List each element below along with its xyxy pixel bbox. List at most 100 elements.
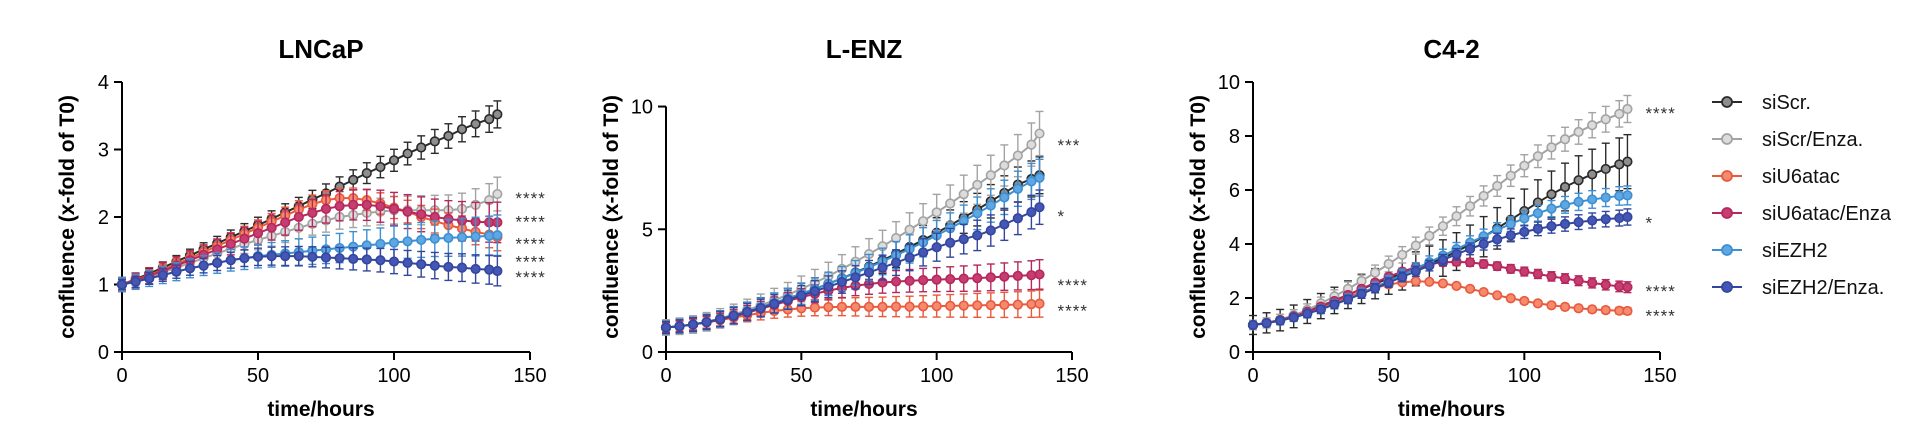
data-point [958, 273, 969, 284]
chart-title: C4-2 [1423, 34, 1479, 64]
data-point [429, 260, 440, 271]
data-point [1302, 308, 1313, 319]
data-point [1012, 213, 1023, 224]
data-point [1012, 270, 1023, 282]
data-point [1532, 298, 1543, 309]
y-tick-label: 6 [1229, 180, 1240, 202]
legend-label: siU6atac [1762, 166, 1840, 188]
data-point [334, 253, 345, 264]
data-point [945, 300, 956, 311]
legend-label: siEZH2 [1762, 240, 1828, 262]
data-point [307, 251, 318, 262]
data-point [850, 301, 861, 312]
data-point [280, 251, 291, 262]
significance-label: *** [1058, 136, 1081, 155]
data-point [985, 170, 996, 181]
data-point [931, 274, 942, 285]
data-point [1532, 151, 1543, 162]
data-point [972, 273, 983, 284]
data-point [1505, 218, 1516, 230]
data-point [1573, 126, 1584, 138]
data-point [1410, 240, 1421, 251]
data-point [1034, 128, 1045, 139]
data-point [1505, 293, 1516, 304]
data-point [361, 199, 372, 210]
chart-title: LNCaP [278, 34, 363, 64]
y-axis-label: confluence (x-fold of T0) [600, 95, 623, 339]
data-point [836, 301, 848, 312]
data-point [918, 274, 929, 286]
data-point [252, 251, 264, 262]
y-tick-label: 5 [642, 219, 653, 241]
data-point [1478, 238, 1489, 250]
y-tick-label: 2 [1229, 288, 1240, 310]
data-point [1410, 266, 1421, 277]
data-point [1546, 271, 1557, 282]
data-point [1614, 212, 1625, 224]
data-point [1600, 279, 1611, 290]
data-point [1383, 258, 1394, 270]
legend-swatch-marker [1721, 133, 1733, 145]
data-point [715, 314, 726, 325]
y-tick-label: 8 [1229, 126, 1240, 148]
data-point [456, 262, 468, 273]
significance-label: **** [515, 234, 545, 253]
data-point [823, 301, 834, 313]
data-point [1532, 223, 1543, 234]
legend-swatch-marker [1721, 207, 1733, 219]
data-point [742, 306, 753, 318]
data-point [1532, 268, 1543, 280]
data-point [416, 234, 427, 246]
legend-label: siEZH2/Enza. [1762, 277, 1884, 299]
data-point [361, 168, 372, 179]
data-point [293, 211, 304, 223]
y-tick-label: 1 [98, 275, 109, 297]
x-tick-label: 100 [920, 365, 953, 387]
data-point [1034, 269, 1045, 280]
data-point [1614, 305, 1625, 316]
data-point [931, 301, 942, 312]
x-tick-label: 50 [247, 365, 269, 387]
legend-item-siu6atac-enza: siU6atac/Enza [1712, 203, 1892, 225]
data-point [1034, 202, 1045, 213]
data-point [674, 321, 685, 332]
legend-item-siscr: siScr. [1712, 92, 1811, 114]
data-point [1614, 108, 1625, 119]
data-point [769, 298, 780, 309]
data-point [985, 300, 996, 311]
data-point [307, 207, 318, 219]
data-point [904, 301, 915, 312]
legend-item-siscr-enza: siScr/Enza. [1712, 129, 1863, 151]
data-point [877, 301, 888, 312]
data-point [1519, 266, 1530, 277]
data-point [1437, 254, 1449, 266]
data-point [1546, 221, 1557, 232]
data-point [334, 201, 345, 212]
data-point [904, 224, 915, 235]
data-point [1397, 271, 1408, 283]
data-point [212, 257, 223, 269]
data-point [1247, 319, 1259, 331]
series-siezh2-enza [660, 189, 1045, 335]
data-point [1600, 114, 1611, 125]
data-point [1559, 199, 1571, 210]
data-point [931, 207, 942, 218]
data-point [239, 233, 250, 244]
data-point [1559, 218, 1571, 230]
data-point [184, 263, 196, 274]
data-point [1478, 190, 1489, 202]
x-tick-label: 50 [790, 365, 812, 387]
x-tick-label: 150 [1643, 365, 1676, 387]
data-point [1559, 301, 1571, 313]
data-point [130, 276, 141, 287]
chart-title: L-ENZ [826, 34, 903, 64]
data-point [1600, 305, 1611, 316]
data-point [1492, 261, 1503, 272]
significance-label: **** [515, 268, 545, 287]
x-axis-label: time/hours [267, 398, 374, 421]
data-point [931, 242, 942, 253]
data-point [388, 155, 400, 166]
data-point [1397, 249, 1408, 260]
data-point [266, 222, 277, 233]
data-point [1026, 206, 1037, 218]
